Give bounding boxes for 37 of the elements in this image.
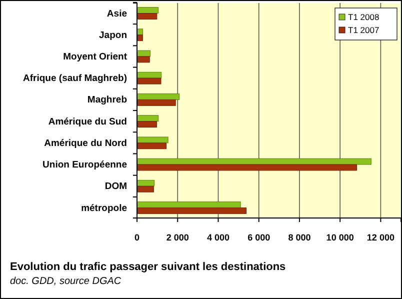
bar bbox=[136, 34, 143, 42]
bar bbox=[136, 142, 166, 150]
x-tick-label: 8 000 bbox=[288, 232, 311, 242]
x-tick-label: 4 000 bbox=[206, 232, 230, 242]
text: doc. GDD, source DGAC bbox=[10, 276, 122, 287]
x-tick-label: 6 000 bbox=[248, 232, 270, 242]
x-tick-label: 12 000 bbox=[366, 232, 394, 242]
text: Evolution du trafic passager suivant les destinations bbox=[10, 261, 286, 273]
y-tick-label: métropole bbox=[81, 202, 127, 214]
bar bbox=[136, 78, 162, 84]
bar bbox=[136, 72, 162, 78]
y-tick-label: Maghreb bbox=[87, 94, 128, 106]
bar bbox=[136, 7, 159, 14]
y-tick-label: DOM bbox=[104, 181, 128, 192]
y-tick-label: Union Européenne bbox=[42, 160, 127, 171]
bar bbox=[136, 13, 158, 20]
bar bbox=[136, 202, 241, 208]
y-tick-label: Amérique du Sud bbox=[48, 116, 128, 128]
x-tick-label: 10 000 bbox=[326, 232, 354, 242]
bar bbox=[136, 56, 150, 63]
bar bbox=[136, 99, 176, 106]
y-tick-label: Asie bbox=[106, 8, 127, 20]
bar bbox=[136, 136, 168, 144]
bar bbox=[136, 207, 247, 214]
x-tick-label: 0 bbox=[134, 232, 140, 242]
y-tick-label: Japon bbox=[99, 30, 128, 41]
legend-label: T1 2007 bbox=[348, 25, 380, 35]
bar bbox=[136, 94, 180, 100]
y-tick-label: Afrique (sauf Maghreb) bbox=[23, 73, 127, 84]
y-tick-label: Amérique du Nord bbox=[44, 138, 128, 149]
bar bbox=[136, 115, 159, 122]
bar bbox=[136, 121, 157, 128]
bar bbox=[136, 164, 357, 171]
bar bbox=[136, 186, 154, 192]
x-tick-label: 2 000 bbox=[166, 232, 189, 242]
y-tick-label: Moyent Orient bbox=[63, 52, 128, 63]
legend-label: T1 2008 bbox=[348, 12, 380, 22]
